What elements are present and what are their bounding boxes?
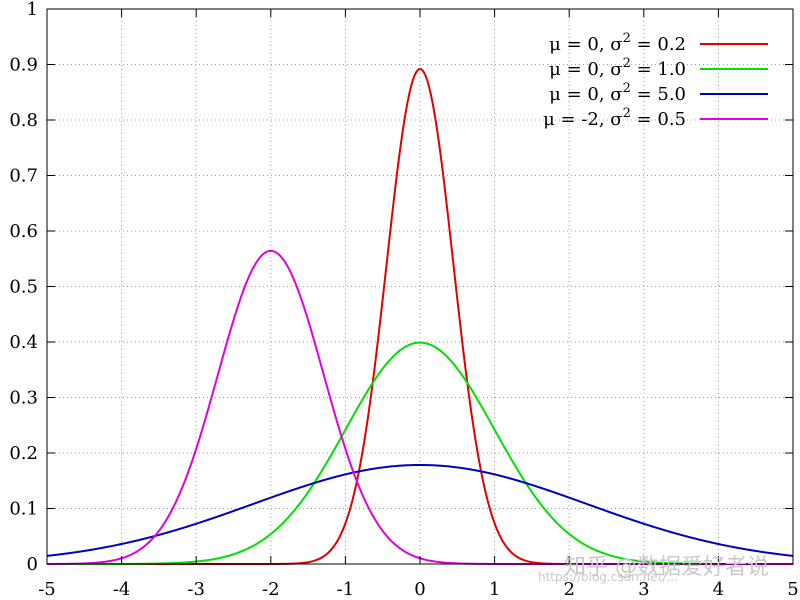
series-line-3 <box>46 463 794 557</box>
x-tick-label: -5 <box>38 579 56 600</box>
legend-label-suffix: = 1.0 <box>631 59 686 80</box>
x-tick-label: 1 <box>489 579 500 600</box>
y-tick-label: 0.7 <box>9 166 38 187</box>
x-tick-label: 4 <box>713 579 724 600</box>
y-tick-label: 0.3 <box>9 388 38 409</box>
legend-label-prefix: μ = 0, σ <box>549 84 622 105</box>
x-tick-label: 3 <box>638 579 649 600</box>
y-tick-label: 0.6 <box>9 221 38 242</box>
legend-label-sup: 2 <box>623 81 631 96</box>
legend-label-sup: 2 <box>623 56 631 71</box>
legend-label-sup: 2 <box>623 106 631 121</box>
legend-label: μ = -2, σ2 = 0.5 <box>543 106 686 130</box>
x-tick-label: -1 <box>337 579 355 600</box>
legend-label: μ = 0, σ2 = 1.0 <box>549 56 686 80</box>
y-tick-label: 1 <box>27 0 38 20</box>
legend: μ = 0, σ2 = 0.2μ = 0, σ2 = 1.0μ = 0, σ2 … <box>543 31 768 130</box>
x-tick-label: 5 <box>787 579 798 600</box>
y-tick-label: 0.2 <box>9 443 38 464</box>
legend-label: μ = 0, σ2 = 5.0 <box>549 81 686 105</box>
y-tick-label: 0 <box>27 554 38 575</box>
grid <box>46 8 794 565</box>
axis-ticks: -5 -4 -3 -2 -1 0 1 2 3 4 5 0 0.1 0.2 0.3 0.4 0.5 0.6 0.7 0.… <box>9 0 798 600</box>
x-tick-label: -3 <box>187 579 205 600</box>
y-tick-label: 0.1 <box>9 499 38 520</box>
legend-label-prefix: μ = 0, σ <box>549 34 622 55</box>
watermark-text: 知乎 @数据爱好者说 <box>564 555 769 580</box>
watermark: https://blog.csdn.net/... 知乎 @数据爱好者说 <box>538 555 769 584</box>
legend-label-suffix: = 5.0 <box>631 84 686 105</box>
legend-label: μ = 0, σ2 = 0.2 <box>549 31 686 55</box>
x-tick-label: -4 <box>113 579 131 600</box>
legend-label-suffix: = 0.2 <box>631 34 686 55</box>
legend-label-prefix: μ = 0, σ <box>549 59 622 80</box>
x-tick-label: 2 <box>563 579 574 600</box>
x-tick-label: -2 <box>262 579 280 600</box>
y-tick-label: 0.4 <box>9 332 38 353</box>
legend-label-prefix: μ = -2, σ <box>543 109 623 130</box>
y-tick-label: 0.8 <box>9 110 38 131</box>
legend-label-suffix: = 0.5 <box>631 109 686 130</box>
legend-label-sup: 2 <box>623 31 631 46</box>
x-tick-label: 0 <box>414 579 425 600</box>
y-tick-label: 0.5 <box>9 277 38 298</box>
y-tick-label: 0.9 <box>9 55 38 76</box>
watermark-url: https://blog.csdn.net/... <box>538 570 678 584</box>
